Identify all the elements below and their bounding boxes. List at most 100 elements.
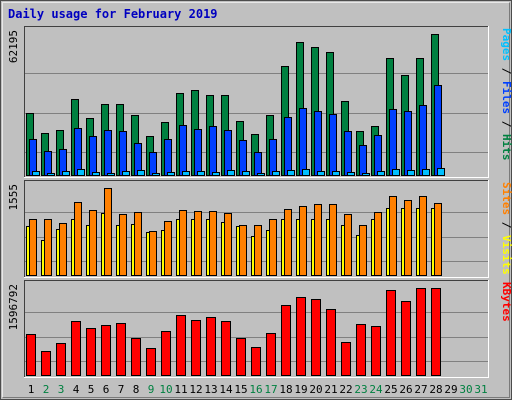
bar-pages-day-3 (62, 171, 70, 176)
bar-pages-day-15 (242, 171, 250, 176)
bar-files-day-21 (329, 114, 337, 176)
bar-kbytes-day-14 (221, 321, 231, 376)
bar-files-day-24 (374, 135, 382, 176)
day-label-16: 16 (249, 383, 262, 396)
bar-kbytes-day-20 (311, 299, 321, 376)
bar-sites-day-21 (329, 204, 337, 276)
day-label-28: 28 (429, 383, 442, 396)
day-label-30: 30 (459, 383, 472, 396)
series-kbytes (26, 288, 441, 376)
chart-title: Daily usage for February 2019 (8, 7, 218, 21)
bar-kbytes-day-24 (371, 326, 381, 376)
day-label-12: 12 (189, 383, 202, 396)
bar-kbytes-day-26 (401, 301, 411, 376)
bar-files-day-11 (179, 125, 187, 176)
day-label-15: 15 (234, 383, 247, 396)
bar-kbytes-day-13 (206, 317, 216, 376)
bar-kbytes-day-11 (176, 315, 186, 376)
panel-series-labels: Pages / Files / Hits (500, 28, 512, 161)
bar-pages-day-1 (32, 171, 40, 176)
bar-sites-day-17 (269, 219, 277, 276)
day-label-3: 3 (58, 383, 65, 396)
bar-sites-day-9 (149, 231, 157, 276)
bar-kbytes-day-9 (146, 348, 156, 376)
bar-sites-day-10 (164, 221, 172, 276)
day-label-4: 4 (73, 383, 80, 396)
day-label-6: 6 (103, 383, 110, 396)
day-label-11: 11 (174, 383, 187, 396)
bar-files-day-2 (44, 151, 52, 176)
chart-panels: 62195 Pages / Files / Hits 1555 Sites / Vis… (7, 26, 512, 378)
bar-files-day-22 (344, 131, 352, 176)
day-label-29: 29 (444, 383, 457, 396)
bar-pages-day-16 (257, 173, 265, 176)
bar-sites-day-14 (224, 213, 232, 276)
bar-sites-day-26 (404, 200, 412, 276)
bar-pages-day-19 (302, 169, 310, 176)
bar-kbytes-day-10 (161, 331, 171, 376)
series-label: Sites (500, 182, 512, 215)
bar-files-day-10 (164, 139, 172, 176)
bar-kbytes-day-7 (116, 323, 126, 376)
bar-sites-day-25 (389, 196, 397, 276)
bar-pages-day-17 (272, 171, 280, 176)
panel-kbytes: 1596792 KBytes (7, 280, 512, 378)
day-label-9: 9 (148, 383, 155, 396)
bar-kbytes-day-21 (326, 309, 336, 376)
bar-kbytes-day-23 (356, 324, 366, 376)
series-label: KBytes (500, 282, 512, 322)
bar-pages-day-8 (137, 170, 145, 176)
panel-max-label: 1596792 (7, 284, 20, 330)
day-label-23: 23 (354, 383, 367, 396)
day-label-19: 19 (294, 383, 307, 396)
bar-kbytes-day-8 (131, 338, 141, 376)
day-label-25: 25 (384, 383, 397, 396)
bar-pages-day-26 (407, 170, 415, 176)
bar-files-day-16 (254, 152, 262, 176)
day-label-13: 13 (204, 383, 217, 396)
bar-sites-day-16 (254, 225, 262, 276)
bar-files-day-18 (284, 117, 292, 176)
series-label: Hits (500, 134, 512, 161)
series-files (29, 85, 442, 176)
bar-kbytes-day-18 (281, 305, 291, 376)
bar-kbytes-day-16 (251, 347, 261, 376)
bar-pages-day-18 (287, 170, 295, 176)
bar-pages-day-14 (227, 170, 235, 176)
panel-hits-files-pages: 62195 Pages / Files / Hits (7, 26, 512, 178)
bar-files-day-20 (314, 111, 322, 176)
series-pages (32, 168, 445, 176)
day-label-18: 18 (279, 383, 292, 396)
bar-sites-day-18 (284, 209, 292, 276)
panel-max-label: 62195 (7, 30, 20, 63)
series-label: / (500, 114, 512, 134)
series-label: / (500, 215, 512, 235)
day-label-24: 24 (369, 383, 383, 396)
bar-sites-day-4 (74, 202, 82, 276)
bar-pages-day-21 (332, 171, 340, 176)
bar-kbytes-day-19 (296, 297, 306, 376)
bar-files-day-14 (224, 130, 232, 176)
bar-files-day-28 (434, 85, 442, 176)
bar-kbytes-day-22 (341, 342, 351, 376)
day-label-21: 21 (324, 383, 337, 396)
series-label: Pages (500, 28, 512, 61)
bar-pages-day-2 (47, 173, 55, 176)
day-label-26: 26 (399, 383, 412, 396)
bar-sites-day-22 (344, 214, 352, 276)
bar-sites-day-6 (104, 188, 112, 276)
day-label-1: 1 (28, 383, 35, 396)
bar-files-day-19 (299, 108, 307, 176)
bar-pages-day-9 (152, 173, 160, 176)
bar-pages-day-5 (92, 172, 100, 176)
series-label: / (500, 61, 512, 81)
bar-files-day-23 (359, 145, 367, 176)
bar-pages-day-7 (122, 171, 130, 176)
bar-files-day-1 (29, 139, 37, 176)
bar-kbytes-day-12 (191, 320, 201, 376)
bar-files-day-9 (149, 152, 157, 176)
day-label-14: 14 (219, 383, 233, 396)
bar-pages-day-13 (212, 172, 220, 176)
bar-sites-day-24 (374, 212, 382, 276)
